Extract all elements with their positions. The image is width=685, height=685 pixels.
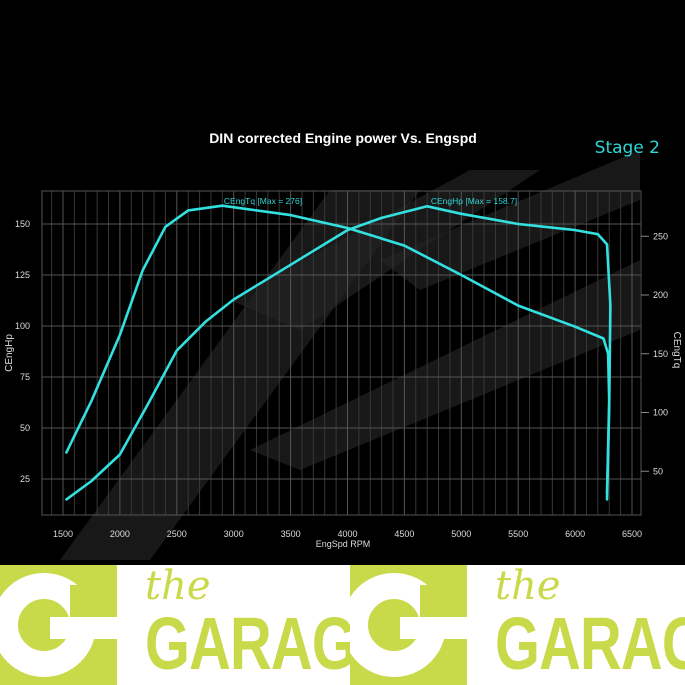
x-tick-label: 2500 <box>167 529 187 539</box>
y-right-tick-label: 100 <box>653 408 668 418</box>
x-axis-label: EngSpd RPM <box>316 539 371 549</box>
x-tick-label: 6000 <box>565 529 585 539</box>
footer-banner: the GARAGE the GARAGE <box>0 563 685 685</box>
garage-logo-text: the GARAGE <box>467 563 685 685</box>
y-left-tick-label: 125 <box>15 270 30 280</box>
garage-logo-icon <box>350 565 467 685</box>
logo-garage: GARAGE <box>495 602 685 685</box>
y-left-tick-label: 100 <box>15 321 30 331</box>
y-left-tick-label: 25 <box>20 474 30 484</box>
x-tick-label: 5000 <box>451 529 471 539</box>
y-right-axis-label: CEngTq <box>671 332 682 369</box>
x-tick-label: 1500 <box>53 529 73 539</box>
y-left-tick-label: 150 <box>15 219 30 229</box>
torque-series-label: CEngTq [Max = 276] <box>224 196 302 206</box>
y-right-tick-label: 150 <box>653 349 668 359</box>
watermark-shape <box>380 150 640 290</box>
x-tick-label: 4000 <box>337 529 357 539</box>
cenghp-line <box>65 205 612 501</box>
watermark-shape <box>230 170 540 330</box>
watermark-shapes <box>60 150 640 560</box>
y-left-axis-label: CEngHp <box>4 334 15 372</box>
x-tick-label: 3500 <box>281 529 301 539</box>
y-right-tick-label: 250 <box>653 231 668 241</box>
garage-logo-text: the GARAGE <box>117 563 394 685</box>
stage-badge: Stage 2 <box>595 138 660 158</box>
power-series-label: CEngHp [Max = 158.7] <box>431 196 517 206</box>
x-tick-label: 6500 <box>622 529 642 539</box>
y-right-tick-label: 50 <box>653 466 663 476</box>
plot-frame <box>41 190 642 516</box>
logo-the: the <box>495 563 561 609</box>
x-tick-label: 4500 <box>394 529 414 539</box>
x-tick-label: 3000 <box>224 529 244 539</box>
chart: 1500 2000 2500 3000 3500 4000 4500 5000 5500 6000… <box>4 130 682 560</box>
logo-the: the <box>145 563 211 609</box>
y-right-tick-label: 200 <box>653 290 668 300</box>
x-tick-label: 5500 <box>508 529 528 539</box>
y-left-tick-label: 75 <box>20 372 30 382</box>
x-tick-label: 2000 <box>110 529 130 539</box>
garage-logo-icon <box>0 565 117 685</box>
chart-title: DIN corrected Engine power Vs. Engspd <box>209 130 477 146</box>
y-left-tick-label: 50 <box>20 423 30 433</box>
cengtq-line <box>65 204 611 495</box>
